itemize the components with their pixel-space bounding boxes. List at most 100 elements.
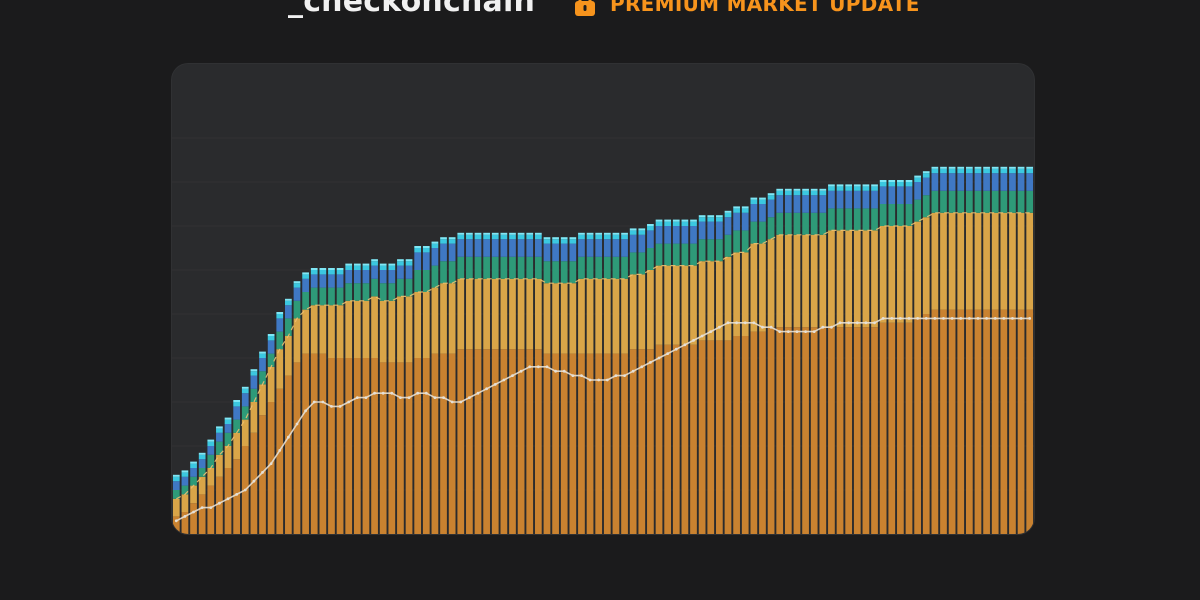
bar-top-cap [172,474,180,477]
bar-segment-orange-band [1000,309,1008,534]
bar-segment-orange-band [586,353,594,534]
line-point [295,422,299,426]
bar-segment-blue-band [362,270,370,284]
bar-segment-green-band [879,204,887,226]
bar-segment-blue-band [457,239,465,257]
line-point [493,383,497,386]
bar-top-cap [621,232,628,235]
bar-segment-blue-band [466,239,473,257]
bar-segment-light-orange-band [1017,212,1025,310]
line-point [269,462,273,465]
bar-segment-blue-band [474,239,482,257]
bar-segment-blue-band [629,234,637,253]
bar-segment-orange-band [741,336,749,534]
line-point [235,493,239,496]
bar-segment-cyan-band [647,226,654,231]
bar-segment-light-orange-band [534,278,542,350]
bar-top-cap [190,461,197,464]
bar-segment-blue-band [293,287,301,301]
bar-segment-orange-band [216,476,223,534]
bar-segment-light-orange-band [509,278,516,350]
bar-segment-cyan-band [655,221,663,226]
bar-segment-cyan-band [310,270,318,275]
bar-segment-cyan-band [474,234,482,240]
bar-segment-blue-band [1000,173,1008,191]
bar-segment-blue-band [414,252,422,270]
bar-segment-blue-band [905,186,913,204]
bar-segment-orange-band [716,340,723,534]
bar-top-cap [552,237,559,240]
bar-segment-light-orange-band [828,230,835,328]
bar-segment-orange-band [784,327,792,534]
line-point [1011,317,1014,320]
line-point [855,321,859,325]
bar-segment-light-orange-band [776,234,784,328]
bar-top-cap [302,272,309,275]
bar-segment-light-orange-band [552,283,559,354]
bar-segment-light-orange-band [922,217,930,314]
bar-segment-cyan-band [871,186,878,191]
bar-segment-orange-band [552,353,559,534]
line-point [330,405,333,408]
bar-segment-light-orange-band [862,230,870,328]
bar-top-cap [526,232,534,235]
line-point [726,321,730,325]
bar-top-cap [862,184,870,187]
bar-segment-blue-band [526,239,534,257]
bar-segment-orange-band [750,331,758,534]
bar-top-cap [991,166,999,169]
line-point [588,378,592,382]
bar-segment-green-band [233,419,241,433]
stacked-bar-chart [172,166,1034,534]
line-point [545,365,549,369]
bar-segment-cyan-band [672,221,680,226]
bar-segment-light-orange-band [836,230,844,328]
bar-segment-orange-band [621,353,628,534]
bar-segment-blue-band [422,252,430,270]
bar-top-cap [707,215,715,218]
bar-segment-orange-band [836,327,844,534]
bar-segment-orange-band [914,318,921,534]
bar-segment-light-orange-band [362,300,370,358]
bar-segment-green-band [302,292,309,310]
bar-segment-cyan-band [965,168,973,174]
bar-segment-green-band [853,208,861,231]
bar-top-cap [845,184,853,187]
bar-segment-green-band [517,256,525,279]
line-point [924,317,928,320]
line-point [752,321,756,325]
bar-segment-light-orange-band [345,300,353,358]
bar-segment-orange-band [353,358,361,534]
line-point [416,391,420,395]
bar-segment-light-orange-band [1000,212,1008,310]
bar-segment-cyan-band [233,402,241,407]
bar-segment-green-band [586,256,594,279]
bar-segment-green-band [1026,190,1034,213]
line-point [399,396,402,399]
bar-segment-green-band [655,243,663,266]
bar-segment-green-band [707,239,715,262]
bar-segment-green-band [259,371,266,385]
bar-segment-green-band [414,270,422,292]
bar-segment-cyan-band [733,208,740,213]
bar-segment-blue-band [897,186,904,204]
line-point [683,343,687,347]
bar-segment-orange-band [362,358,370,534]
bar-top-cap [871,184,878,187]
bar-segment-orange-band [526,349,534,534]
bar-segment-orange-band [681,344,689,534]
line-point [1028,317,1032,320]
bar-top-cap [259,351,266,354]
bar-segment-green-band [802,212,809,235]
bar-segment-orange-band [845,327,853,534]
bar-segment-orange-band [267,402,275,534]
bar-segment-orange-band [793,327,801,534]
bar-segment-light-orange-band [397,296,404,363]
bar-top-cap [233,400,241,402]
bar-segment-light-orange-band [285,336,292,376]
bar-segment-blue-band [681,226,689,244]
bar-top-cap [922,171,930,174]
bar-top-cap [509,232,516,235]
line-point [580,374,583,377]
bar-top-cap [353,263,361,266]
